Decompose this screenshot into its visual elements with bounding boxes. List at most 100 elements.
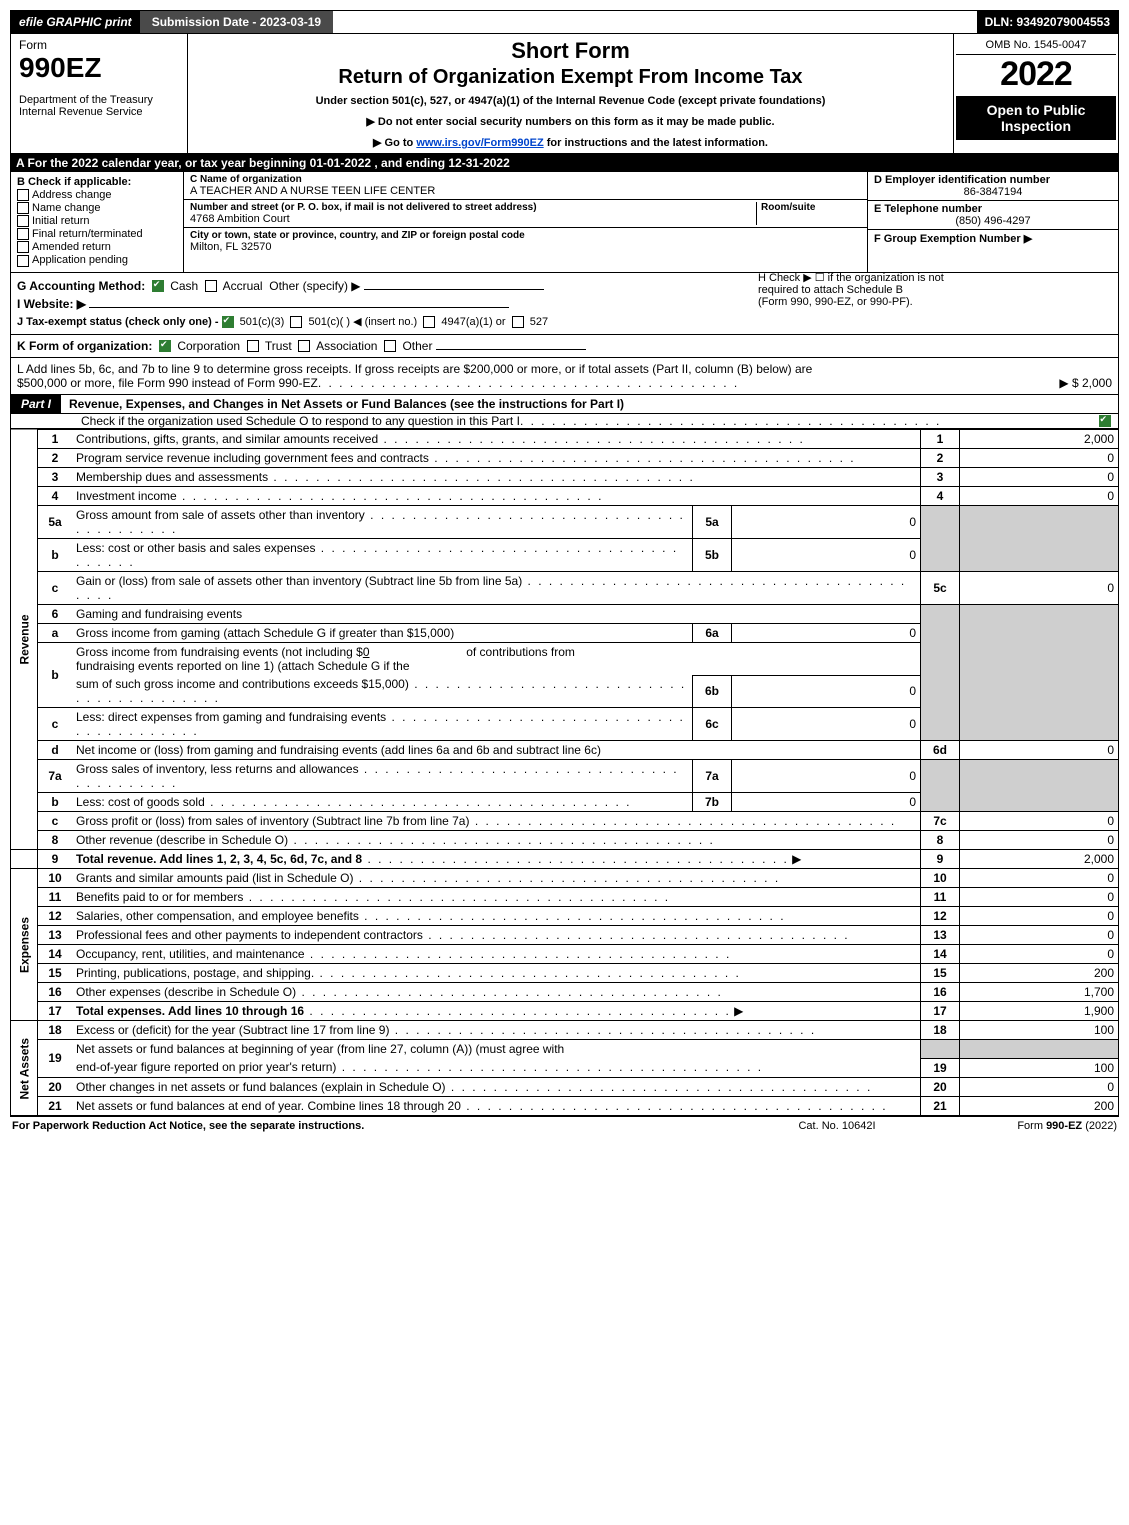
line15-desc: Printing, publications, postage, and shi… bbox=[72, 964, 921, 983]
line6-shade-val bbox=[960, 604, 1119, 741]
chk-cash[interactable] bbox=[152, 280, 164, 292]
cat-no: Cat. No. 10642I bbox=[737, 1120, 937, 1132]
line18-desc: Excess or (deficit) for the year (Subtra… bbox=[72, 1021, 921, 1040]
col-c-org-info: C Name of organization A TEACHER AND A N… bbox=[184, 172, 867, 272]
city-value: Milton, FL 32570 bbox=[190, 241, 525, 253]
line5a-desc: Gross amount from sale of assets other t… bbox=[72, 505, 693, 538]
line7-shade bbox=[921, 760, 960, 812]
g-other-blank[interactable] bbox=[364, 289, 544, 290]
line7a-sublbl: 7a bbox=[693, 760, 732, 793]
line6c-subval: 0 bbox=[732, 708, 921, 741]
chk-schedule-o[interactable] bbox=[1094, 414, 1118, 428]
k-label: K Form of organization: bbox=[17, 339, 152, 353]
line12-val: 0 bbox=[960, 907, 1119, 926]
line12-box: 12 bbox=[921, 907, 960, 926]
k-other-blank[interactable] bbox=[436, 349, 586, 350]
l-text2: $500,000 or more, file Form 990 instead … bbox=[17, 376, 318, 390]
line6b-desc3: sum of such gross income and contributio… bbox=[72, 675, 693, 708]
line5-shade bbox=[921, 505, 960, 571]
chk-address-change[interactable]: Address change bbox=[17, 189, 177, 201]
line6-shade bbox=[921, 604, 960, 741]
line4-box: 4 bbox=[921, 486, 960, 505]
chk-501c3[interactable] bbox=[222, 316, 234, 328]
line16-box: 16 bbox=[921, 983, 960, 1002]
line7c-desc: Gross profit or (loss) from sales of inv… bbox=[72, 812, 921, 831]
line21-box: 21 bbox=[921, 1096, 960, 1115]
tel-label: E Telephone number bbox=[874, 203, 1112, 215]
line20-desc: Other changes in net assets or fund bala… bbox=[72, 1077, 921, 1096]
line21-num: 21 bbox=[38, 1096, 73, 1115]
col-b-title: B Check if applicable: bbox=[17, 176, 177, 188]
line18-val: 100 bbox=[960, 1021, 1119, 1040]
line5c-desc: Gain or (loss) from sale of assets other… bbox=[72, 571, 921, 604]
chk-application-pending[interactable]: Application pending bbox=[17, 254, 177, 266]
line5b-subval: 0 bbox=[732, 538, 921, 571]
col-d-ein-tel: D Employer identification number 86-3847… bbox=[867, 172, 1118, 272]
line-a-tax-year: A For the 2022 calendar year, or tax yea… bbox=[10, 154, 1119, 172]
line16-num: 16 bbox=[38, 983, 73, 1002]
chk-association[interactable] bbox=[298, 340, 310, 352]
irs-label: Internal Revenue Service bbox=[19, 106, 179, 118]
line19-desc1: Net assets or fund balances at beginning… bbox=[72, 1040, 921, 1059]
part1-label: Part I bbox=[11, 395, 61, 413]
line5c-num: c bbox=[38, 571, 73, 604]
chk-4947[interactable] bbox=[423, 316, 435, 328]
line10-num: 10 bbox=[38, 869, 73, 888]
chk-final-return[interactable]: Final return/terminated bbox=[17, 228, 177, 240]
chk-name-change[interactable]: Name change bbox=[17, 202, 177, 214]
irs-link[interactable]: www.irs.gov/Form990EZ bbox=[416, 137, 543, 149]
line14-num: 14 bbox=[38, 945, 73, 964]
chk-other-org[interactable] bbox=[384, 340, 396, 352]
line13-num: 13 bbox=[38, 926, 73, 945]
line6c-sublbl: 6c bbox=[693, 708, 732, 741]
line13-box: 13 bbox=[921, 926, 960, 945]
chk-corporation[interactable] bbox=[159, 340, 171, 352]
line10-val: 0 bbox=[960, 869, 1119, 888]
line3-desc: Membership dues and assessments bbox=[72, 467, 921, 486]
h-line1: H Check ▶ ☐ if the organization is not bbox=[758, 271, 1098, 284]
chk-initial-return[interactable]: Initial return bbox=[17, 215, 177, 227]
line7-shade-val bbox=[960, 760, 1119, 812]
col-b-checkboxes: B Check if applicable: Address change Na… bbox=[11, 172, 184, 272]
line21-desc: Net assets or fund balances at end of ye… bbox=[72, 1096, 921, 1115]
line1-val: 2,000 bbox=[960, 429, 1119, 448]
chk-501c[interactable] bbox=[290, 316, 302, 328]
line14-val: 0 bbox=[960, 945, 1119, 964]
line17-box: 17 bbox=[921, 1002, 960, 1021]
org-name-label: C Name of organization bbox=[190, 174, 861, 185]
form-ref: Form 990-EZ (2022) bbox=[937, 1120, 1117, 1132]
city-row: City or town, state or province, country… bbox=[184, 228, 867, 255]
line7b-desc: Less: cost of goods sold bbox=[72, 793, 693, 812]
topbar: efile GRAPHIC print Submission Date - 20… bbox=[10, 10, 1119, 34]
chk-amended-return[interactable]: Amended return bbox=[17, 241, 177, 253]
line-k: K Form of organization: Corporation Trus… bbox=[10, 335, 1119, 358]
g-label: G Accounting Method: bbox=[17, 279, 145, 293]
line15-val: 200 bbox=[960, 964, 1119, 983]
line6d-num: d bbox=[38, 741, 73, 760]
line2-desc: Program service revenue including govern… bbox=[72, 448, 921, 467]
section-g-through-l: G Accounting Method: Cash Accrual Other … bbox=[10, 273, 1119, 335]
i-label: I Website: ▶ bbox=[17, 297, 86, 311]
chk-527[interactable] bbox=[512, 316, 524, 328]
website-blank[interactable] bbox=[89, 307, 509, 308]
line2-box: 2 bbox=[921, 448, 960, 467]
line9-box: 9 bbox=[921, 850, 960, 869]
title-return: Return of Organization Exempt From Incom… bbox=[192, 66, 949, 89]
chk-accrual[interactable] bbox=[205, 280, 217, 292]
line8-desc: Other revenue (describe in Schedule O) bbox=[72, 831, 921, 850]
line7b-subval: 0 bbox=[732, 793, 921, 812]
title-short-form: Short Form bbox=[192, 38, 949, 64]
line6d-desc: Net income or (loss) from gaming and fun… bbox=[72, 741, 921, 760]
efile-print-label[interactable]: efile GRAPHIC print bbox=[11, 11, 140, 33]
line7a-num: 7a bbox=[38, 760, 73, 793]
j-label: J Tax-exempt status (check only one) - bbox=[17, 316, 222, 328]
omb-number: OMB No. 1545-0047 bbox=[956, 36, 1116, 55]
line4-desc: Investment income bbox=[72, 486, 921, 505]
line5c-val: 0 bbox=[960, 571, 1119, 604]
instr-no-ssn: ▶ Do not enter social security numbers o… bbox=[192, 115, 949, 128]
line7b-num: b bbox=[38, 793, 73, 812]
chk-trust[interactable] bbox=[247, 340, 259, 352]
line6b-subval: 0 bbox=[732, 675, 921, 708]
line20-val: 0 bbox=[960, 1077, 1119, 1096]
schedule-o-text: Check if the organization used Schedule … bbox=[81, 414, 520, 428]
